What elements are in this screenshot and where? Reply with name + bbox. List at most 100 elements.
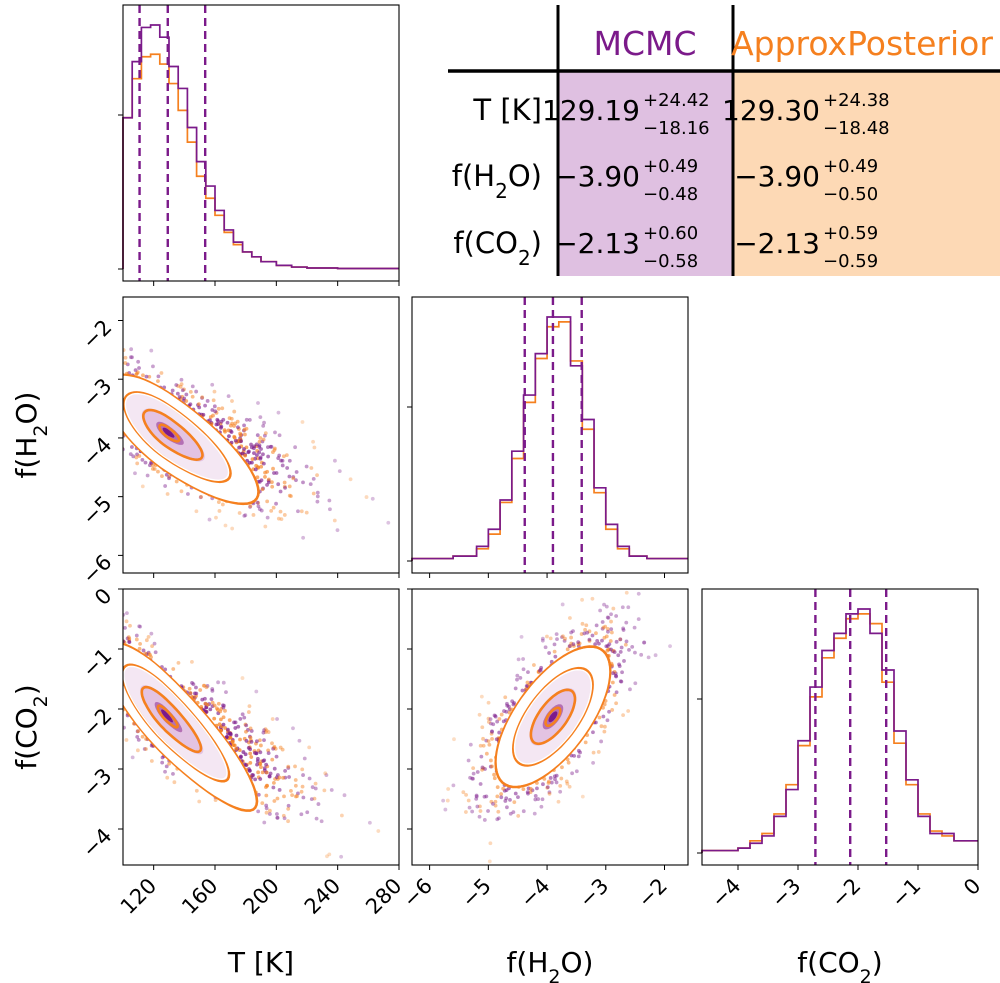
contour-approxposterior-2 bbox=[141, 408, 204, 462]
scatter-point bbox=[621, 626, 626, 631]
scatter-point bbox=[123, 625, 127, 630]
scatter-point bbox=[244, 763, 248, 768]
scatter-point bbox=[129, 355, 133, 360]
scatter-point bbox=[102, 633, 106, 637]
scatter-point bbox=[194, 509, 199, 514]
table-row-label-1-sub: 2 bbox=[495, 179, 508, 203]
scatter-point bbox=[117, 658, 121, 662]
scatter-point bbox=[115, 655, 119, 659]
scatter-point bbox=[118, 419, 122, 423]
scatter-point bbox=[113, 384, 117, 388]
scatter-point bbox=[552, 649, 557, 654]
scatter-point bbox=[201, 412, 206, 417]
scatter-point bbox=[136, 737, 141, 742]
scatter-point bbox=[600, 626, 605, 631]
histogram-CO2 bbox=[697, 588, 979, 866]
scatter-point bbox=[123, 673, 124, 674]
scatter-point bbox=[108, 401, 112, 405]
scatter-point bbox=[116, 664, 120, 668]
scatter-point bbox=[130, 445, 134, 449]
scatter-point bbox=[210, 382, 215, 387]
scatter-point bbox=[196, 402, 201, 407]
histogram-T bbox=[118, 4, 400, 282]
scatter-point bbox=[540, 797, 545, 802]
scatter-point bbox=[299, 789, 304, 794]
scatter-point bbox=[29, 598, 33, 602]
scatter-point bbox=[80, 367, 84, 371]
scatter-point bbox=[370, 496, 375, 501]
scatter-point bbox=[246, 710, 251, 714]
scatter-point bbox=[115, 693, 119, 697]
scatter-point bbox=[446, 787, 451, 791]
y-tick-label-CO2: −4 bbox=[78, 824, 117, 863]
scatter-point bbox=[66, 394, 70, 398]
series-mcmc-hist-H2O bbox=[411, 316, 688, 561]
scatter-point bbox=[113, 695, 117, 699]
x-tick-label-H2O: −3 bbox=[574, 874, 613, 913]
scatter-point bbox=[480, 767, 485, 772]
scatter-point bbox=[576, 640, 581, 645]
scatter-point bbox=[315, 499, 320, 504]
scatter-point bbox=[566, 760, 571, 765]
series-mcmc-hist-T bbox=[122, 24, 399, 270]
scatter-point bbox=[73, 370, 77, 374]
scatter-point bbox=[265, 499, 270, 504]
scatter-point bbox=[112, 402, 116, 406]
scatter-point bbox=[63, 587, 67, 591]
contour-mcmc-0 bbox=[123, 645, 255, 809]
scatter-point bbox=[271, 746, 276, 751]
scatter-point bbox=[212, 389, 217, 394]
scatter-point bbox=[233, 726, 238, 730]
scatter-point bbox=[140, 484, 145, 489]
scatter-point bbox=[223, 726, 228, 730]
scatter-point bbox=[496, 809, 501, 814]
scatter-point bbox=[87, 368, 91, 372]
scatter-point bbox=[284, 453, 289, 458]
scatter-point bbox=[556, 799, 561, 804]
table-median-approxposterior: −2.13 bbox=[734, 227, 820, 260]
scatter-point bbox=[468, 742, 473, 747]
scatter-point bbox=[119, 363, 123, 367]
scatter-point bbox=[190, 394, 195, 399]
scatter-point bbox=[247, 418, 252, 422]
scatter-point bbox=[526, 670, 530, 675]
y-tick-label-CO2: −2 bbox=[78, 704, 117, 743]
scatter-point bbox=[255, 759, 260, 764]
scatter-point bbox=[118, 690, 122, 694]
scatter-point bbox=[115, 689, 119, 693]
scatter-point bbox=[247, 460, 252, 465]
scatter-point bbox=[242, 423, 246, 428]
scatter-point bbox=[79, 609, 83, 613]
scatter-point bbox=[564, 779, 569, 784]
scatter-point bbox=[281, 775, 286, 780]
scatter-point bbox=[597, 715, 602, 720]
scatter-point bbox=[559, 776, 564, 781]
scatter-point bbox=[590, 633, 595, 638]
scatter-point bbox=[93, 631, 97, 635]
scatter-point bbox=[135, 461, 140, 466]
scatter-point bbox=[210, 687, 215, 691]
scatter-point bbox=[170, 388, 175, 393]
scatter-point bbox=[569, 630, 574, 635]
scatter-point bbox=[227, 718, 232, 723]
scatter-point bbox=[203, 403, 207, 408]
scatter-point bbox=[261, 452, 265, 457]
scatter-point bbox=[105, 619, 109, 623]
scatter-point bbox=[329, 788, 334, 792]
scatter-point bbox=[636, 591, 641, 596]
scatter-point bbox=[565, 647, 570, 652]
scatter-point bbox=[77, 400, 81, 404]
scatter-point bbox=[481, 743, 486, 748]
scatter-point bbox=[136, 729, 141, 734]
scatter-point bbox=[515, 677, 519, 682]
scatter-point bbox=[203, 701, 208, 706]
scatter-point bbox=[599, 739, 604, 744]
scatter-point bbox=[271, 466, 275, 471]
scatter-point bbox=[603, 624, 608, 629]
scatter-point bbox=[512, 800, 517, 805]
scatter-point bbox=[339, 854, 344, 859]
scatter-point bbox=[110, 649, 114, 653]
scatter-point bbox=[96, 363, 100, 367]
scatter-point bbox=[516, 795, 520, 800]
scatter-point bbox=[580, 794, 585, 799]
